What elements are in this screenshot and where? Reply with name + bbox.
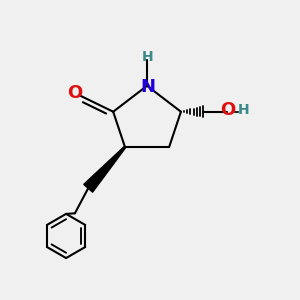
Text: N: N	[140, 78, 155, 96]
Polygon shape	[84, 146, 126, 192]
Text: H: H	[142, 50, 154, 64]
Text: H: H	[238, 103, 249, 117]
Text: O: O	[220, 101, 235, 119]
Text: O: O	[67, 84, 82, 102]
